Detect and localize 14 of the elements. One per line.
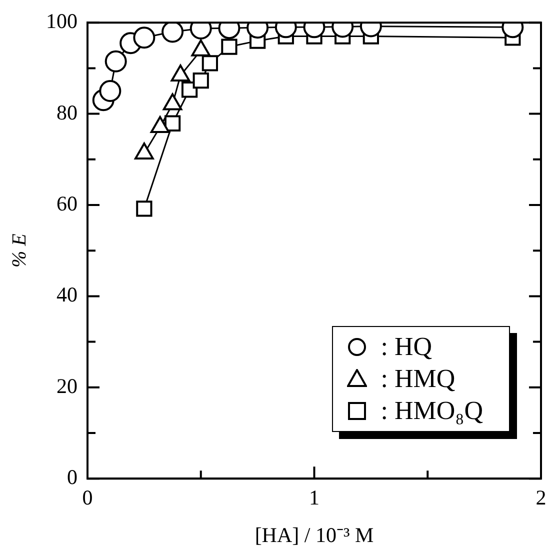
x-tick-label: 2	[536, 486, 546, 510]
x-tick-label: 1	[309, 486, 320, 510]
legend-label: : HMQ	[380, 363, 456, 395]
legend-label: : HQ	[380, 331, 432, 363]
y-tick-label: 20	[56, 374, 78, 398]
y-tick-label: 40	[56, 282, 78, 307]
y-tick-label: 100	[46, 9, 78, 34]
y-tick-label: 0	[67, 465, 78, 490]
y-tick-label: 60	[56, 192, 78, 216]
y-axis-title: % E	[8, 234, 30, 268]
x-axis-title: [HA] / 10⁻³ M	[254, 522, 374, 547]
y-tick-label: 80	[56, 100, 78, 124]
x-tick-label: 0	[82, 486, 93, 510]
legend-label: : HMO₈Q	[380, 395, 483, 427]
